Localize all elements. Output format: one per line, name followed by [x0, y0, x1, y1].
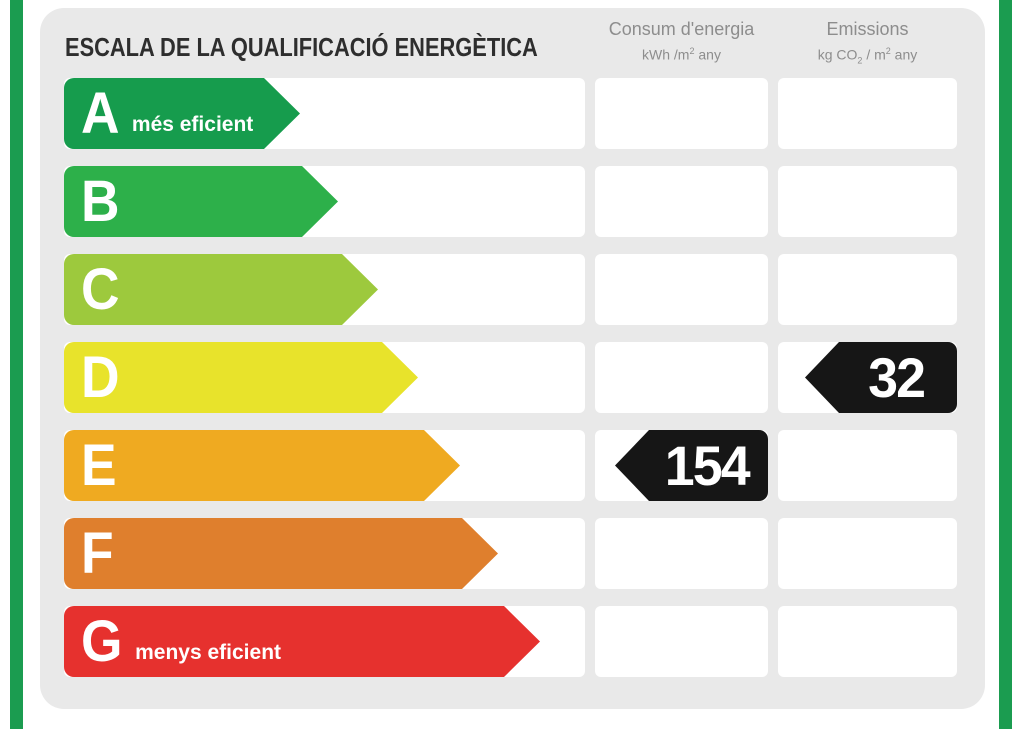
- consumption-value: 154: [664, 433, 751, 497]
- rating-row: 154 E: [64, 430, 957, 501]
- emissions-header-label: Emissions: [826, 19, 909, 39]
- consumption-cell: 154: [595, 430, 768, 501]
- emissions-cell: [778, 166, 957, 237]
- emissions-cell: [778, 430, 957, 501]
- rating-letter: G: [81, 608, 123, 674]
- rating-row: G menys eficient: [64, 606, 957, 677]
- rating-letter: A: [81, 80, 120, 146]
- rating-rows: A més eficient B C: [64, 78, 957, 694]
- rating-bar: E: [64, 430, 460, 501]
- rating-letter: E: [81, 432, 117, 498]
- consumption-cell: [595, 166, 768, 237]
- rating-sublabel: menys eficient: [135, 640, 282, 664]
- emissions-value-arrow: 32: [805, 342, 957, 413]
- rating-bar: F: [64, 518, 498, 589]
- emissions-value: 32: [868, 345, 926, 409]
- column-header-consumption: Consum d'energia kWh /m2 any: [595, 18, 768, 64]
- rating-letter: D: [81, 344, 120, 410]
- consumption-cell: [595, 342, 768, 413]
- emissions-cell: [778, 254, 957, 325]
- rating-letter: B: [81, 168, 120, 234]
- rating-row: F: [64, 518, 957, 589]
- consumption-cell: [595, 518, 768, 589]
- rating-letter: F: [81, 520, 114, 586]
- emissions-header-unit: kg CO2 / m2 any: [817, 46, 918, 66]
- emissions-cell: [778, 78, 957, 149]
- rating-bar: D: [64, 342, 418, 413]
- rating-row: B: [64, 166, 957, 237]
- page-title: ESCALA DE LA QUALIFICACIÓ ENERGÈTICA: [65, 32, 538, 62]
- rating-bar: A més eficient: [64, 78, 300, 149]
- consumption-cell: [595, 254, 768, 325]
- consumption-cell: [595, 78, 768, 149]
- rating-bar: B: [64, 166, 338, 237]
- rating-bar: C: [64, 254, 378, 325]
- rating-bar: G menys eficient: [64, 606, 540, 677]
- emissions-cell: [778, 518, 957, 589]
- emissions-cell: [778, 606, 957, 677]
- right-green-border: [999, 0, 1012, 729]
- column-header-emissions: Emissions kg CO2 / m2 any: [778, 18, 957, 69]
- rating-row: C: [64, 254, 957, 325]
- rating-row: A més eficient: [64, 78, 957, 149]
- rating-letter: C: [81, 256, 120, 322]
- emissions-cell: 32: [778, 342, 957, 413]
- rating-sublabel: més eficient: [131, 112, 254, 136]
- energy-scale-panel: ESCALA DE LA QUALIFICACIÓ ENERGÈTICA Con…: [40, 8, 985, 709]
- left-green-border: [10, 0, 23, 729]
- consumption-header-label: Consum d'energia: [608, 19, 755, 39]
- consumption-value-arrow: 154: [615, 430, 768, 501]
- consumption-header-unit: kWh /m2 any: [642, 46, 721, 63]
- consumption-cell: [595, 606, 768, 677]
- rating-row: 32 D: [64, 342, 957, 413]
